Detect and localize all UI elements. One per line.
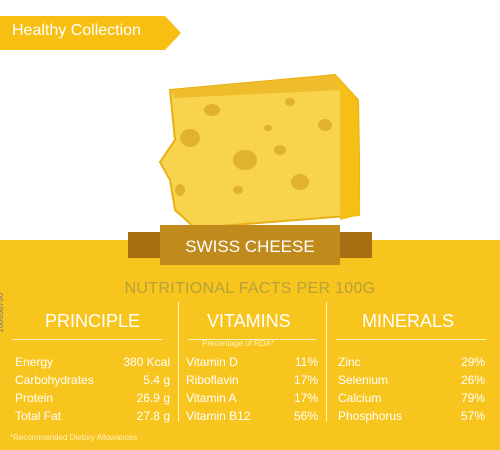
minerals-value-4: 57% (460, 409, 485, 423)
principle-label-1: Energy (15, 355, 54, 369)
vitamins-label-2: Riboflavin (186, 373, 239, 387)
minerals-label-3: Calcium (338, 391, 382, 405)
minerals-label-2: Selenium (338, 373, 389, 387)
minerals-value-2: 26% (460, 373, 485, 387)
title-ribbon (160, 225, 340, 265)
vitamins-label-4: Vitamin B12 (186, 409, 251, 423)
rda-note: Percentage of RDA* (202, 339, 275, 348)
principle-label-2: Carbohydrates (15, 373, 94, 387)
nutrition-subtitle: NUTRITIONAL FACTS PER 100G (124, 280, 376, 297)
vitamins-title: VITAMINS (207, 311, 291, 331)
footer-note: *Recommended Dietory Allowances (10, 433, 138, 442)
principle-value-2: 5.4 g (143, 373, 170, 387)
principle-underline (12, 339, 162, 340)
principle-value-3: 26.9 g (136, 391, 170, 405)
vitamins-value-3: 17% (293, 391, 318, 405)
principle-value-1: 380 Kcal (123, 355, 170, 369)
swiss-cheese-illustration (158, 73, 360, 230)
product-title: SWISS CHEESE (185, 237, 315, 256)
principle-value-4: 27.8 g (136, 409, 170, 423)
divider-left (178, 302, 179, 422)
banner-text: Healthy Collection (12, 22, 141, 39)
ribbon-right-tail (338, 232, 372, 258)
vitamins-value-4: 56% (293, 409, 318, 423)
vitamins-value-2: 17% (293, 373, 318, 387)
vertical-id: 160658760 (0, 292, 5, 333)
divider-right (326, 302, 327, 422)
banner-tail (165, 16, 181, 50)
vitamins-label-3: Vitamin A (186, 391, 237, 405)
minerals-value-3: 79% (460, 391, 485, 405)
bottom-panel (0, 240, 500, 450)
minerals-label-4: Phosphorus (338, 409, 403, 423)
principle-title: PRINCIPLE (45, 311, 141, 331)
vitamins-label-1: Vitamin D (186, 355, 238, 369)
minerals-title: MINERALS (362, 311, 455, 331)
principle-label-4: Total Fat (15, 409, 62, 423)
minerals-underline (336, 339, 486, 340)
vitamins-value-1: 11% (294, 355, 318, 369)
minerals-label-1: Zinc (338, 355, 361, 369)
principle-label-3: Protein (15, 391, 54, 405)
banner (0, 16, 165, 50)
minerals-value-1: 29% (460, 355, 485, 369)
ribbon-left-tail (128, 232, 162, 258)
vitamins-underline (188, 339, 316, 340)
